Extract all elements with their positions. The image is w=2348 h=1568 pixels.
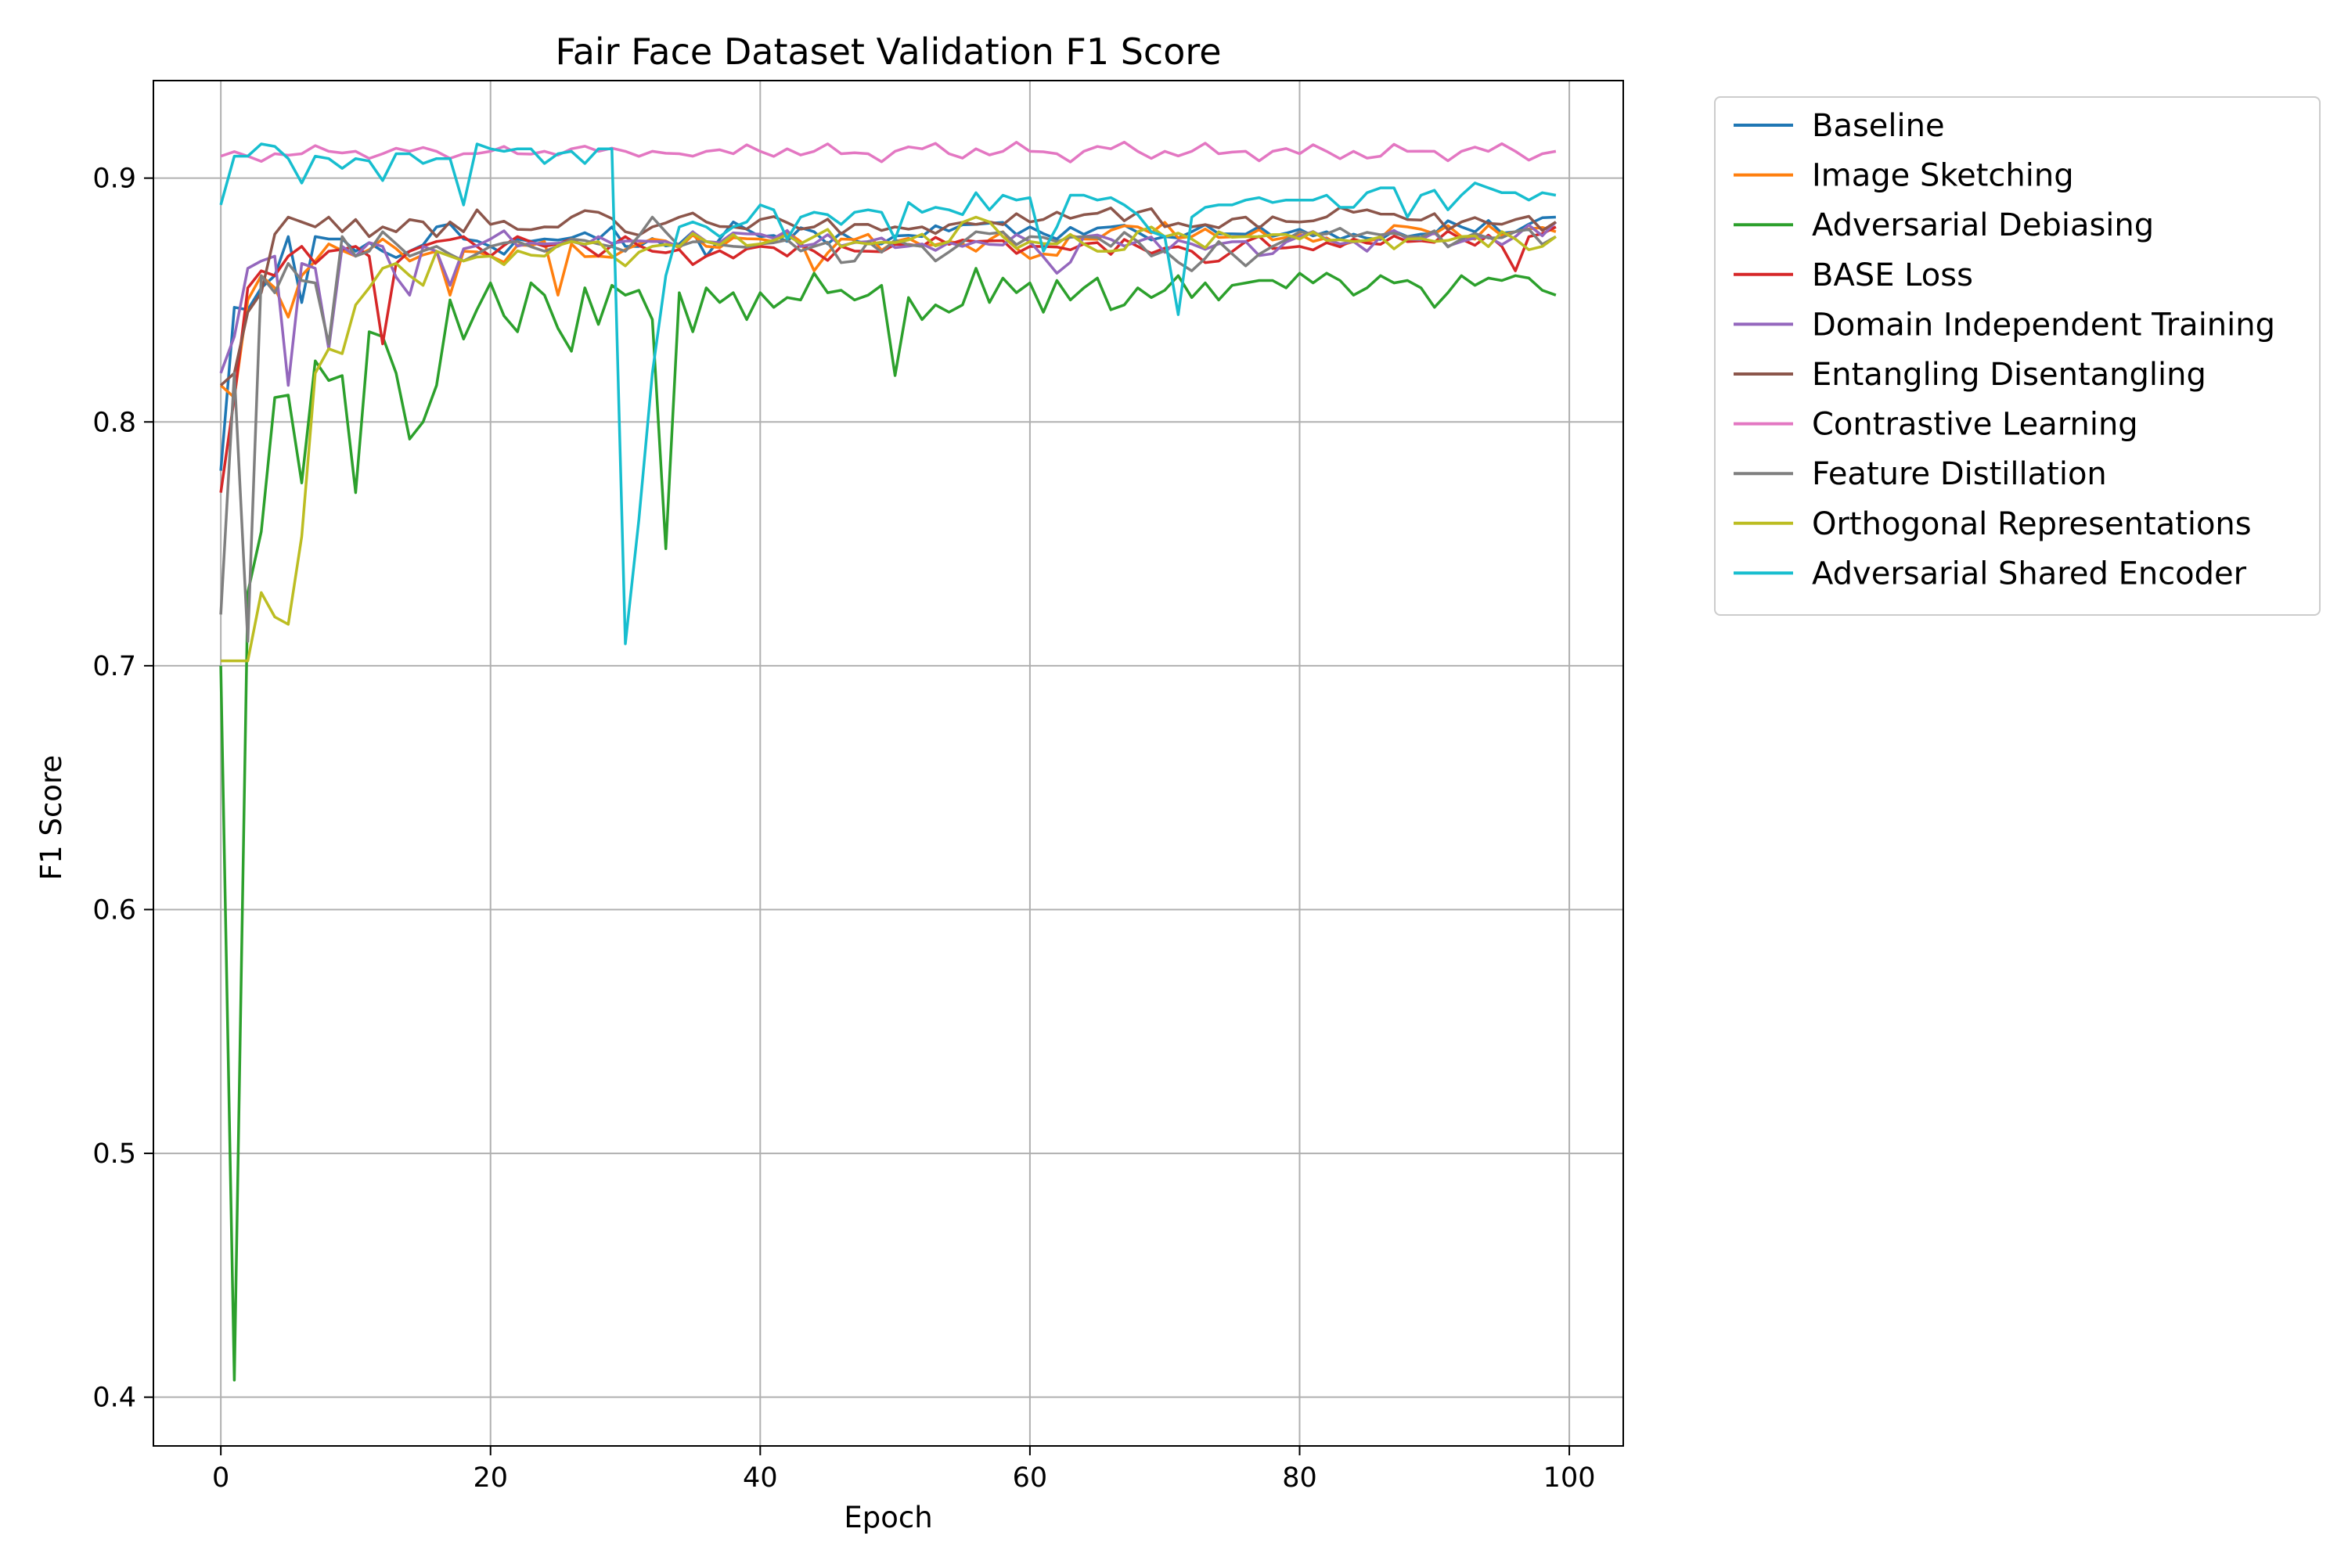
y-tick-label: 0.5	[92, 1138, 136, 1170]
series-line-orthogonal-representations	[221, 215, 1557, 663]
legend-label-image-sketching: Image Sketching	[1812, 158, 2074, 194]
x-tick-label: 40	[743, 1462, 778, 1494]
series-line-adversarial-shared-encoder	[219, 142, 1557, 646]
series-line-feature-distillation	[219, 215, 1557, 643]
x-tick-label: 0	[212, 1462, 229, 1494]
series-line-baseline	[219, 215, 1556, 471]
x-axis-label: Epoch	[844, 1501, 932, 1534]
x-tick-label: 80	[1282, 1462, 1317, 1494]
legend-box	[1714, 96, 2321, 616]
x-tick-label: 100	[1543, 1462, 1596, 1494]
legend-label-contrastive-learning: Contrastive Learning	[1812, 407, 2138, 443]
series-lines	[219, 140, 1558, 1382]
series-line-contrastive-learning	[220, 140, 1557, 164]
y-tick-label: 0.8	[92, 407, 136, 438]
legend-label-adversarial-debiasing: Adversarial Debiasing	[1812, 207, 2154, 243]
y-tick-label: 0.6	[92, 894, 136, 926]
legend-label-baseline: Baseline	[1812, 108, 1945, 144]
chart-title: Fair Face Dataset Validation F1 Score	[555, 31, 1221, 73]
legend-label-base-loss: BASE Loss	[1812, 257, 1973, 293]
legend-label-adversarial-shared-encoder: Adversarial Shared Encoder	[1812, 556, 2247, 592]
plot-area-frame	[153, 80, 1624, 1447]
legend-label-entangling-disentangling: Entangling Disentangling	[1812, 357, 2206, 393]
legend-label-domain-independent-training: Domain Independent Training	[1812, 307, 2275, 343]
x-tick-label: 20	[473, 1462, 508, 1494]
legend-label-feature-distillation: Feature Distillation	[1812, 456, 2107, 492]
legend-label-orthogonal-representations: Orthogonal Representations	[1812, 506, 2252, 542]
grid-lines	[153, 81, 1623, 1446]
x-tick-label: 60	[1013, 1462, 1048, 1494]
series-line-adversarial-debiasing	[219, 267, 1557, 1382]
legend: Baseline Image Sketching Adversarial Debia…	[1714, 96, 2321, 616]
axis-ticks: 0 20 40 60 80 100 0.4 0.5 0.6 0.7 0.8 0.9	[92, 164, 1595, 1494]
y-tick-label: 0.9	[92, 164, 136, 195]
y-axis-label: F1 Score	[34, 755, 68, 880]
y-tick-label: 0.4	[92, 1383, 136, 1414]
series-line-entangling-disentangling	[219, 206, 1557, 387]
series-line-base-loss	[219, 225, 1557, 493]
y-tick-label: 0.7	[92, 651, 136, 682]
